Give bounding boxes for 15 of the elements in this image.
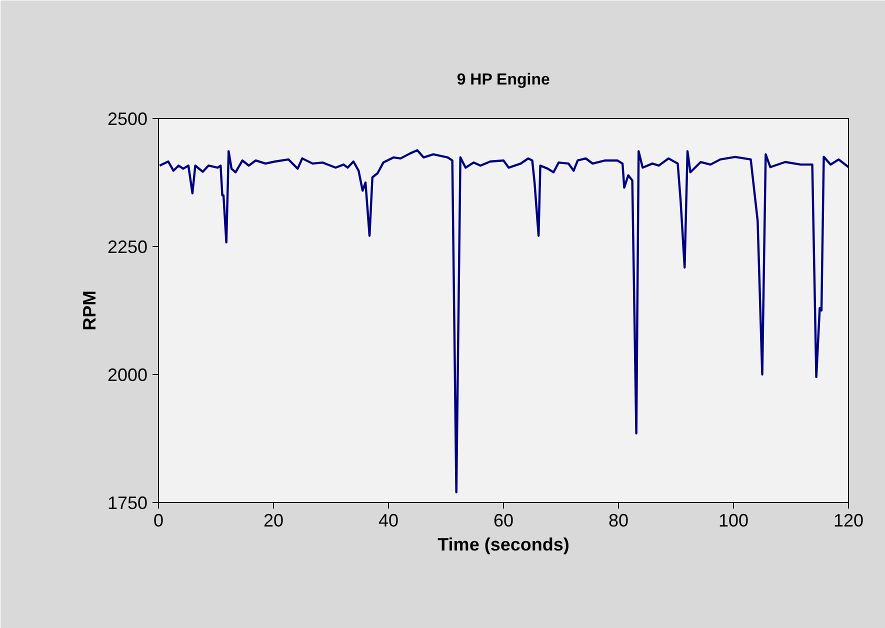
line-series	[158, 149, 848, 494]
x-tick-label: 80	[608, 510, 629, 530]
y-tick-label: 2500	[107, 109, 148, 129]
x-tick-label: 120	[833, 510, 864, 530]
y-axis-title: RPM	[79, 290, 100, 330]
x-tick-label: 100	[718, 510, 749, 530]
x-tick-label: 60	[493, 510, 514, 530]
y-tick-label: 2250	[107, 237, 148, 257]
x-tick-label: 40	[378, 510, 399, 530]
x-tick-label: 20	[263, 510, 284, 530]
x-tick-label: 0	[153, 510, 164, 530]
chart-title: 9 HP Engine	[456, 72, 550, 88]
y-tick-label: 2000	[107, 365, 148, 385]
y-tick-label: 1750	[107, 493, 148, 513]
x-axis-title: Time (seconds)	[438, 534, 570, 554]
